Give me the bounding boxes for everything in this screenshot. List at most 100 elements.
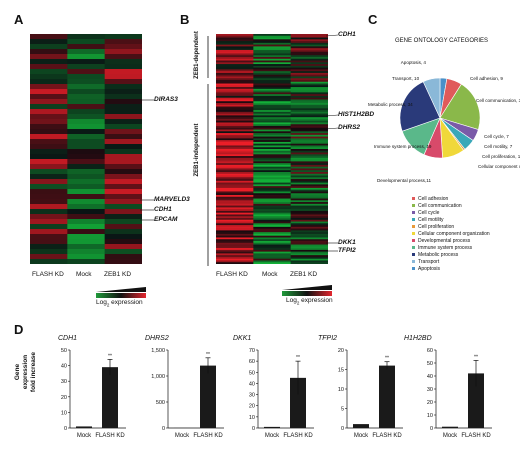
heatmap-cell [105, 74, 142, 79]
heatmap-cell [253, 209, 291, 211]
y-tick-label: 40 [249, 381, 255, 387]
heatmap-cell [67, 69, 105, 74]
heatmap-cell [105, 89, 142, 94]
heatmap-cell [253, 53, 291, 55]
heatmap-cell [30, 189, 68, 194]
heatmap-cell [30, 74, 68, 79]
heatmap-a-gene-label: MARVELD3 [154, 196, 190, 203]
heatmap-cell [216, 230, 254, 232]
heatmap-cell [291, 234, 328, 236]
heatmap-cell [253, 46, 291, 48]
bar [102, 367, 118, 428]
heatmap-cell [253, 232, 291, 234]
heatmap-cell [253, 68, 291, 70]
heatmap-cell [67, 39, 105, 44]
heatmap-cell [30, 259, 68, 264]
y-tick-label: 1,000 [151, 374, 165, 380]
y-tick-label: 10 [61, 410, 67, 416]
heatmap-cell [291, 140, 328, 142]
heatmap-cell [67, 214, 105, 219]
heatmap-cell [253, 259, 291, 261]
heatmap-cell [105, 179, 142, 184]
heatmap-cell [291, 53, 328, 55]
heatmap-cell [253, 151, 291, 153]
x-tick-label: FLASH KD [193, 433, 223, 439]
heatmap-cell [67, 209, 105, 214]
heatmap-cell [30, 69, 68, 74]
heatmap-cell [67, 104, 105, 109]
heatmap-cell [216, 61, 254, 63]
heatmap-cell [216, 163, 254, 165]
heatmap-cell [30, 249, 68, 254]
heatmap-cell [253, 76, 291, 78]
heatmap-cell [216, 71, 254, 73]
heatmap-cell [216, 91, 254, 93]
heatmap-cell [291, 52, 328, 54]
legend-label: Cell proliferation [418, 224, 454, 230]
heatmap-cell [253, 55, 291, 57]
heatmap-cell [253, 234, 291, 236]
panel-letter-c: C [368, 12, 377, 27]
heatmap-cell [291, 71, 328, 73]
legend-label: Transport [418, 259, 439, 265]
heatmap-cell [253, 186, 291, 188]
heatmap-cell [291, 98, 328, 100]
heatmap-cell [253, 50, 291, 52]
pie-slice-label: Cell adhesion, 9 [470, 76, 503, 81]
heatmap-cell [216, 160, 254, 162]
heatmap-cell [253, 214, 291, 216]
heatmap-cell [291, 174, 328, 176]
heatmap-cell [216, 179, 254, 181]
heatmap-cell [216, 188, 254, 190]
heatmap-cell [30, 209, 68, 214]
heatmap-cell [253, 230, 291, 232]
heatmap-cell [216, 138, 254, 140]
heatmap-cell [216, 204, 254, 206]
heatmap-cell [105, 114, 142, 119]
heatmap-cell [291, 202, 328, 204]
heatmap-cell [291, 250, 328, 252]
heatmap-b-gene-label: DHRS2 [338, 124, 360, 131]
heatmap-cell [291, 229, 328, 231]
legend-item: Transport [412, 258, 520, 265]
heatmap-cell [253, 73, 291, 75]
heatmap-cell [253, 133, 291, 135]
heatmap-cell [30, 174, 68, 179]
heatmap-cell [216, 190, 254, 192]
heatmap-cell [253, 229, 291, 231]
heatmap-cell [253, 52, 291, 54]
heatmap-cell [216, 234, 254, 236]
pie-slice-label: Cellular component organization, 13 [478, 164, 520, 169]
y-tick-label: 50 [427, 361, 433, 367]
heatmap-cell [216, 225, 254, 227]
heatmap-cell [216, 140, 254, 142]
heatmap-cell [253, 105, 291, 107]
heatmap-cell [291, 107, 328, 109]
heatmap-cell [291, 204, 328, 206]
heatmap-cell [216, 135, 254, 137]
heatmap-cell [253, 69, 291, 71]
heatmap-cell [291, 66, 328, 68]
heatmap-cell [216, 218, 254, 220]
heatmap-cell [216, 57, 254, 59]
heatmap-cell [291, 236, 328, 238]
heatmap-cell [67, 234, 105, 239]
heatmap-cell [216, 161, 254, 163]
heatmap-cell [253, 80, 291, 82]
heatmap-cell [216, 149, 254, 151]
bar [76, 426, 92, 428]
heatmap-cell [216, 156, 254, 158]
heatmap-cell [216, 76, 254, 78]
heatmap-cell [105, 44, 142, 49]
heatmap-cell [253, 241, 291, 243]
heatmap-cell [253, 64, 291, 66]
heatmap-cell [216, 126, 254, 128]
heatmap-cell [105, 49, 142, 54]
bar [264, 427, 280, 428]
heatmap-cell [291, 89, 328, 91]
heatmap-cell [291, 108, 328, 110]
heatmap-cell [253, 184, 291, 186]
heatmap-cell [291, 165, 328, 167]
